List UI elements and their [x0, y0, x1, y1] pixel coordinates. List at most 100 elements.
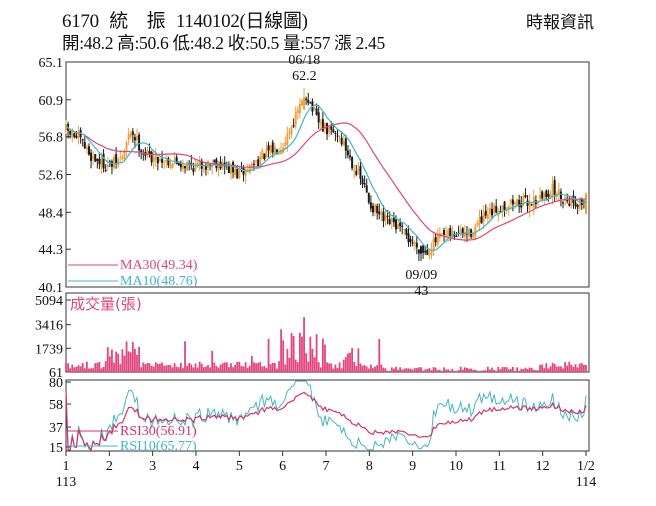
volume-bar	[106, 347, 109, 372]
candle-body	[273, 146, 276, 154]
volume-bar	[142, 362, 145, 372]
ma30-line	[65, 122, 587, 241]
x-tick-label: 2	[106, 459, 113, 474]
x-tick-label: 1/2	[577, 459, 595, 474]
candle-body	[123, 150, 126, 159]
volume-bar	[455, 371, 458, 372]
x-tick-label: 12	[536, 459, 550, 474]
candle-body	[495, 206, 498, 213]
volume-bar	[194, 363, 197, 372]
volume-bar	[537, 370, 539, 372]
candle-body	[284, 142, 287, 146]
volume-bar	[81, 363, 84, 372]
volume-bar	[127, 351, 130, 372]
candle-body	[555, 194, 558, 198]
candle-body	[501, 205, 504, 212]
price-panel-frame	[65, 61, 590, 288]
candle-body	[158, 159, 161, 162]
candle-body	[217, 163, 220, 170]
x-tick-label: 4	[193, 459, 200, 474]
ma10-legend-label: MA10(48.76)	[120, 274, 198, 289]
volume-bar	[138, 346, 140, 372]
volume-bar	[236, 361, 239, 372]
price-y-tick-label: 40.1	[39, 281, 64, 296]
volume-bar	[113, 362, 115, 372]
volume-bar	[534, 370, 537, 372]
volume-bar	[532, 369, 535, 372]
candle-body	[434, 237, 437, 243]
volume-bar	[104, 361, 107, 372]
candle-body	[547, 193, 550, 197]
candle-body	[386, 215, 389, 217]
candle-body	[65, 124, 67, 131]
x-tick-label: 5	[236, 459, 243, 474]
candle-body	[397, 224, 400, 230]
candle-body	[482, 212, 485, 222]
volume-bar	[359, 363, 362, 372]
candle-body	[440, 233, 443, 235]
volume-bar	[276, 368, 278, 372]
volume-bar	[263, 365, 266, 372]
volume-bar	[259, 361, 262, 372]
candle-body	[493, 204, 496, 213]
candle-body	[353, 170, 356, 172]
candle-body	[351, 157, 354, 169]
candle-body	[83, 142, 86, 149]
volume-bar	[478, 370, 481, 372]
candle-body	[480, 216, 483, 224]
volume-bar	[463, 367, 466, 372]
volume-bar	[551, 362, 554, 372]
chart-kind: (日線圖)	[239, 11, 308, 32]
volume-bar	[79, 366, 82, 372]
volume-bar	[246, 367, 249, 372]
volume-bar	[491, 367, 493, 372]
volume-bar	[482, 370, 485, 372]
volume-bar	[223, 362, 226, 372]
volume-bar	[539, 364, 541, 372]
volume-bar	[211, 350, 214, 372]
volume-bar	[578, 363, 581, 372]
candle-body	[407, 233, 410, 243]
volume-bar	[65, 362, 67, 372]
volume-bar	[144, 364, 147, 372]
volume-bar	[238, 361, 241, 372]
candle-body	[261, 150, 264, 160]
candle-body	[115, 154, 118, 164]
candle-body	[346, 150, 349, 156]
stock-name: 統 振	[109, 11, 166, 32]
volume-bar	[85, 361, 88, 372]
volume-bar	[432, 367, 435, 372]
candle-body	[380, 213, 383, 215]
candle-body	[92, 156, 95, 160]
volume-y-tick-label: 61	[49, 366, 63, 381]
candle-body	[528, 201, 531, 210]
volume-bar	[311, 348, 314, 372]
candle-body	[363, 183, 366, 185]
volume-bar	[179, 362, 182, 372]
candle-body	[136, 136, 139, 141]
rsi10-line	[65, 380, 587, 451]
candle-body	[133, 137, 136, 141]
volume-bar	[332, 368, 335, 372]
rsi30-legend-label: RSI30(56.91)	[120, 424, 197, 439]
candle-body	[156, 157, 159, 164]
candle-body	[177, 162, 180, 166]
candle-body	[113, 157, 116, 168]
volume-bar	[159, 363, 161, 372]
volume-bar	[560, 366, 562, 372]
candle-body	[357, 169, 360, 172]
candle-body	[98, 158, 101, 165]
candle-body	[562, 202, 565, 204]
candle-body	[472, 233, 475, 238]
volume-bar	[200, 363, 203, 372]
volume-bar	[269, 364, 272, 372]
candle-body	[202, 169, 205, 171]
x-year-label-start: 113	[56, 475, 76, 490]
candle-body	[194, 163, 197, 170]
volume-bar	[365, 366, 368, 372]
x-tick-label: 7	[323, 459, 330, 474]
volume-bar	[461, 369, 464, 372]
candle-body	[328, 126, 331, 133]
volume-bar	[152, 366, 155, 372]
volume-bar	[509, 369, 512, 372]
